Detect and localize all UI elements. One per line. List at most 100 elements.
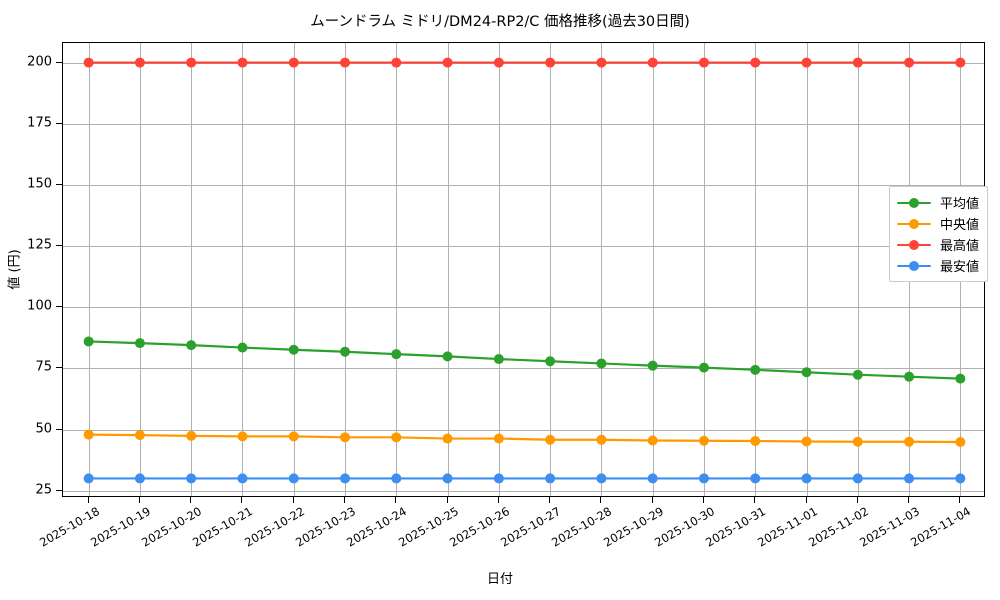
data-point-marker xyxy=(442,351,453,362)
data-point-marker xyxy=(493,57,504,68)
series-line xyxy=(87,340,962,380)
grid-line-vertical xyxy=(293,43,295,496)
x-axis-tick-labels: 2025-10-18 2025-10-19 2025-10-20 2025-10-21… xyxy=(37,504,985,564)
x-tick-mark xyxy=(292,497,294,503)
data-point-marker xyxy=(904,57,915,68)
legend-item-1[interactable]: 平均値 xyxy=(896,192,979,213)
legend-item-label: 最安値 xyxy=(939,260,979,275)
y-tick-mark xyxy=(56,122,62,124)
x-tick-mark xyxy=(805,497,807,503)
y-tick-label: 125 xyxy=(27,237,52,253)
data-point-marker xyxy=(340,346,351,357)
data-point-marker xyxy=(493,473,504,484)
data-point-marker xyxy=(340,473,351,484)
data-point-marker xyxy=(442,433,453,444)
legend-item-2[interactable]: 中央値 xyxy=(896,213,979,234)
data-point-marker xyxy=(288,431,299,442)
data-point-marker xyxy=(698,473,709,484)
x-tick-mark xyxy=(959,497,961,503)
data-point-marker xyxy=(391,432,402,443)
data-point-marker xyxy=(750,473,761,484)
data-point-marker xyxy=(134,430,145,441)
data-point-marker xyxy=(955,436,966,447)
grid-line-horizontal xyxy=(63,307,984,309)
y-tick-label: 100 xyxy=(27,298,52,314)
plot-area xyxy=(62,42,985,497)
data-point-marker xyxy=(83,473,94,484)
x-tick-mark xyxy=(344,497,346,503)
data-point-marker xyxy=(852,57,863,68)
y-tick-label: 75 xyxy=(35,359,52,375)
legend-item-label: 最高値 xyxy=(939,239,979,254)
legend-swatch-icon xyxy=(896,196,931,210)
data-point-marker xyxy=(698,362,709,373)
data-point-marker xyxy=(801,436,812,447)
data-point-marker xyxy=(134,473,145,484)
legend-item-3[interactable]: 最高値 xyxy=(896,234,979,255)
data-point-marker xyxy=(237,342,248,353)
y-tick-label: 175 xyxy=(27,115,52,131)
data-point-marker xyxy=(904,436,915,447)
grid-line-vertical xyxy=(755,43,757,496)
data-point-marker xyxy=(647,435,658,446)
data-point-marker xyxy=(493,433,504,444)
grid-line-vertical xyxy=(550,43,552,496)
data-point-marker xyxy=(596,57,607,68)
x-tick-mark xyxy=(395,497,397,503)
data-point-marker xyxy=(545,57,556,68)
chart-title: ムーンドラム ミドリ/DM24-RP2/C 価格推移(過去30日間) xyxy=(310,14,690,30)
data-point-marker xyxy=(186,340,197,351)
grid-line-horizontal xyxy=(63,490,984,492)
data-point-marker xyxy=(134,338,145,349)
data-point-marker xyxy=(647,57,658,68)
grid-line-vertical xyxy=(447,43,449,496)
data-point-marker xyxy=(955,373,966,384)
data-point-marker xyxy=(852,473,863,484)
y-tick-mark xyxy=(56,245,62,247)
data-point-marker xyxy=(442,57,453,68)
grid-line-vertical xyxy=(498,43,500,496)
data-point-marker xyxy=(545,356,556,367)
data-point-marker xyxy=(340,57,351,68)
data-point-marker xyxy=(442,473,453,484)
data-point-marker xyxy=(186,430,197,441)
grid-line-vertical xyxy=(396,43,398,496)
grid-line-horizontal xyxy=(63,246,984,248)
data-point-marker xyxy=(955,473,966,484)
grid-line-vertical xyxy=(139,43,141,496)
data-point-marker xyxy=(904,473,915,484)
y-tick-label: 150 xyxy=(27,176,52,192)
grid-line-vertical xyxy=(191,43,193,496)
data-point-marker xyxy=(288,57,299,68)
data-point-marker xyxy=(596,434,607,445)
grid-line-vertical xyxy=(345,43,347,496)
y-axis-tick-marks xyxy=(0,42,62,497)
grid-line-vertical xyxy=(652,43,654,496)
y-tick-mark xyxy=(56,428,62,430)
data-point-marker xyxy=(83,429,94,440)
x-tick-mark xyxy=(754,497,756,503)
data-point-marker xyxy=(134,57,145,68)
legend-item-label: 中央値 xyxy=(939,218,979,233)
legend-item-label: 平均値 xyxy=(939,197,979,212)
y-tick-mark xyxy=(56,489,62,491)
data-point-marker xyxy=(750,57,761,68)
x-tick-mark xyxy=(87,497,89,503)
data-point-marker xyxy=(801,473,812,484)
x-axis-label: 日付 xyxy=(486,572,513,587)
x-tick-mark xyxy=(600,497,602,503)
data-point-marker xyxy=(698,57,709,68)
data-point-marker xyxy=(83,57,94,68)
data-point-marker xyxy=(391,57,402,68)
data-series-layer xyxy=(63,43,984,496)
x-tick-mark xyxy=(702,497,704,503)
x-tick-mark xyxy=(446,497,448,503)
data-point-marker xyxy=(904,371,915,382)
grid-line-horizontal xyxy=(63,123,984,125)
series-line xyxy=(87,433,962,444)
x-tick-mark xyxy=(138,497,140,503)
legend-item-4[interactable]: 最安値 xyxy=(896,255,979,276)
grid-line-horizontal xyxy=(63,184,984,186)
x-axis-tick-marks xyxy=(62,497,985,504)
